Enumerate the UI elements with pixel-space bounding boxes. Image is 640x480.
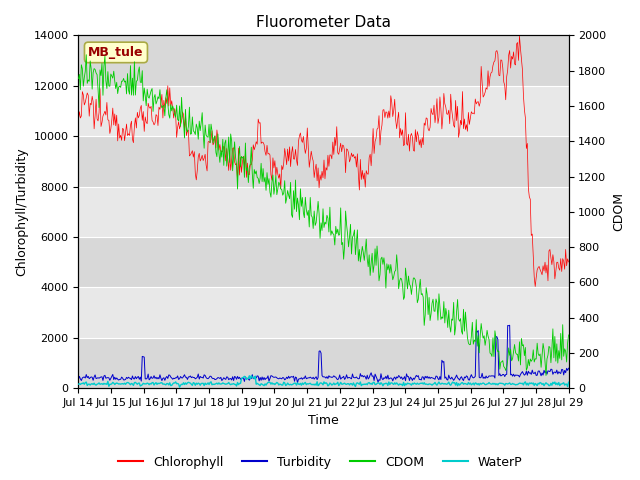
Bar (79, 237, 568, 288)
Bar (79, 338, 568, 388)
Bar (79, 187, 568, 237)
X-axis label: Time: Time (308, 414, 339, 427)
Bar (79, 136, 568, 187)
Bar (79, 288, 568, 338)
Y-axis label: Chlorophyll/Turbidity: Chlorophyll/Turbidity (15, 147, 28, 276)
Bar (79, 36, 568, 86)
Text: MB_tule: MB_tule (88, 46, 144, 59)
Legend: Chlorophyll, Turbidity, CDOM, WaterP: Chlorophyll, Turbidity, CDOM, WaterP (113, 451, 527, 474)
Title: Fluorometer Data: Fluorometer Data (256, 15, 391, 30)
Bar (79, 86, 568, 136)
Y-axis label: CDOM: CDOM (612, 192, 625, 231)
